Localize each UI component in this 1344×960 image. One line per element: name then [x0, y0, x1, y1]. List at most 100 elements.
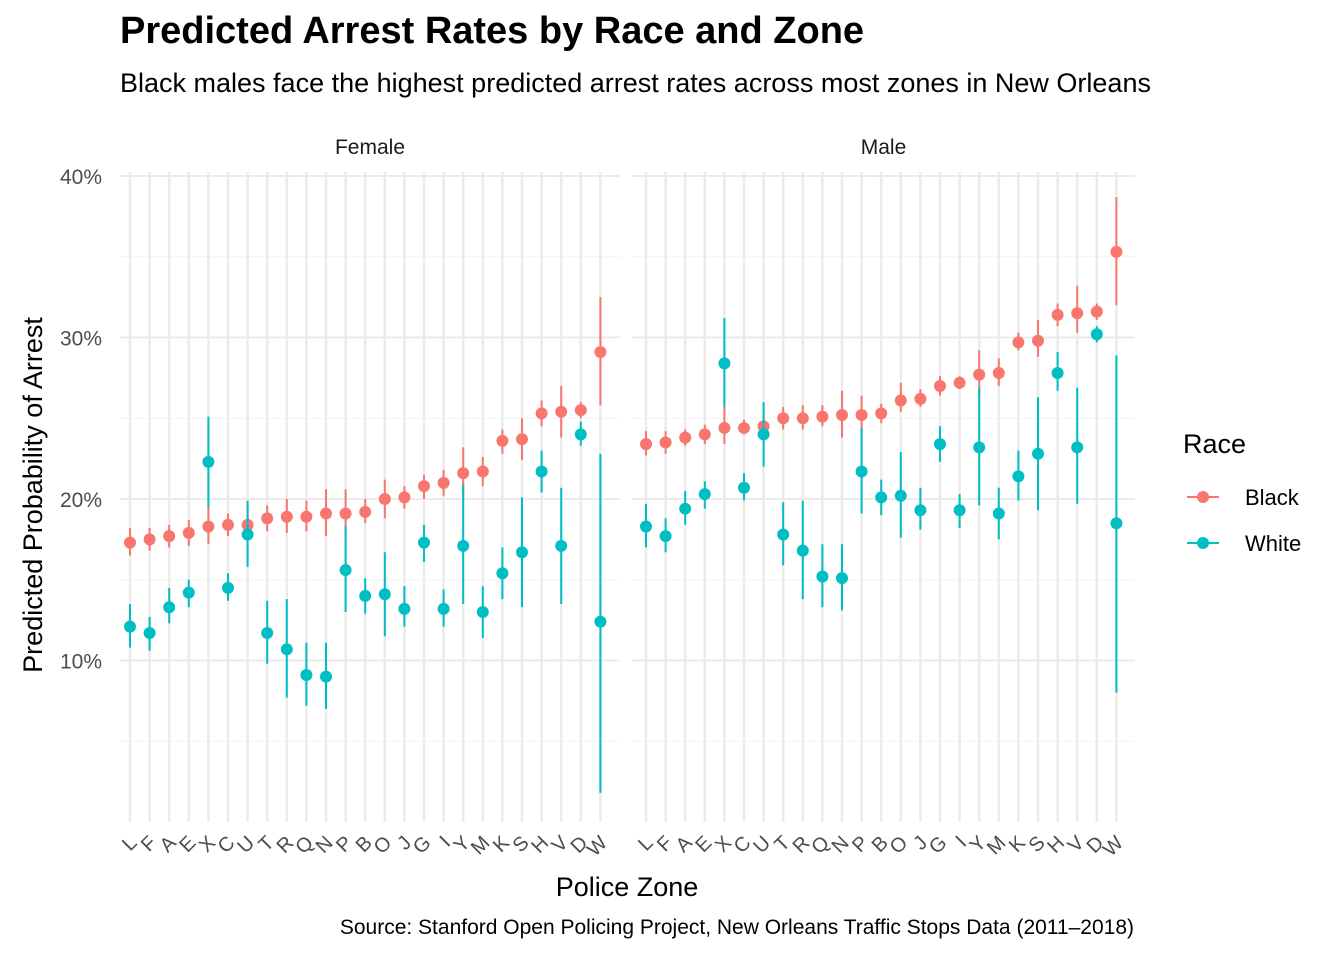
x-tick-label: U: [233, 832, 259, 858]
x-tick-label: O: [886, 832, 913, 859]
data-point: [640, 520, 652, 533]
data-point: [894, 394, 907, 407]
data-point: [1110, 245, 1123, 258]
data-point: [163, 530, 176, 543]
data-point: [202, 520, 215, 533]
x-tick-label: N: [312, 832, 338, 858]
series-white-female: [124, 416, 607, 793]
x-tick-label: P: [332, 832, 357, 857]
y-axis-ticks: 10% 20% 30% 40%: [60, 166, 102, 674]
data-point: [1110, 517, 1123, 530]
data-point: [143, 533, 156, 546]
y-tick-label: 40%: [60, 166, 102, 189]
data-point: [182, 586, 195, 599]
facet-strip-label: Male: [861, 136, 907, 159]
data-point: [973, 441, 986, 454]
data-point: [875, 491, 888, 504]
data-point: [261, 627, 274, 640]
data-point: [1071, 441, 1084, 454]
x-tick-label: M: [983, 832, 1010, 859]
data-point: [222, 581, 234, 594]
data-point: [1032, 334, 1044, 347]
data-point: [953, 376, 966, 389]
data-point: [1032, 447, 1044, 460]
data-point: [378, 493, 391, 505]
data-point: [679, 502, 692, 515]
data-point: [953, 504, 966, 517]
data-point: [698, 428, 711, 441]
data-point: [738, 481, 750, 494]
data-point: [1051, 367, 1064, 380]
legend-title: Race: [1183, 429, 1246, 459]
data-point: [992, 507, 1005, 520]
legend-entry-black: Black: [1187, 485, 1300, 510]
data-point: [418, 480, 430, 493]
data-point: [320, 670, 332, 683]
data-point: [182, 526, 195, 539]
y-axis-title: Predicted Probability of Arrest: [18, 317, 48, 673]
y-axis-title-group: Predicted Probability of Arrest: [18, 317, 48, 673]
data-point: [816, 570, 829, 583]
legend-key-white-dot: [1197, 537, 1209, 549]
series-black-female: [124, 297, 607, 556]
data-point: [640, 438, 652, 451]
data-point: [934, 438, 946, 451]
data-point: [1090, 305, 1103, 318]
data-point: [202, 455, 215, 468]
data-point: [437, 602, 450, 615]
x-tick-label: E: [691, 832, 716, 857]
x-axis-title: Police Zone: [556, 872, 699, 902]
data-point: [894, 489, 907, 502]
data-point: [143, 627, 156, 640]
data-point: [300, 669, 313, 682]
x-tick-label: G: [925, 832, 952, 859]
data-point: [1090, 328, 1103, 341]
data-point: [163, 601, 176, 614]
chart-subtitle: Black males face the highest predicted a…: [120, 68, 1151, 98]
data-point: [973, 368, 986, 381]
data-point: [222, 518, 234, 531]
legend-label-black: Black: [1245, 485, 1300, 510]
data-point: [124, 536, 136, 549]
x-tick-label: W: [583, 832, 612, 861]
data-point: [698, 488, 711, 501]
data-point: [300, 510, 313, 523]
data-point: [496, 434, 509, 447]
data-point: [280, 510, 293, 523]
data-point: [261, 512, 274, 525]
data-point: [398, 602, 411, 615]
data-point: [574, 404, 587, 417]
data-point: [757, 428, 770, 441]
data-point: [280, 643, 293, 656]
data-point: [934, 379, 946, 392]
data-point: [124, 620, 136, 633]
x-tick-label: N: [828, 832, 854, 858]
data-point: [339, 507, 352, 520]
x-tick-label: P: [848, 832, 873, 857]
data-point: [796, 412, 809, 425]
facet-strip-label: Female: [335, 136, 405, 159]
data-point: [718, 357, 731, 370]
data-point: [359, 505, 372, 518]
legend: Race Black White: [1183, 429, 1301, 556]
data-point: [1012, 336, 1025, 349]
legend-entry-white: White: [1187, 531, 1301, 556]
x-tick-label: H: [1043, 832, 1069, 858]
x-tick-label: L: [118, 832, 141, 855]
data-point: [777, 528, 790, 541]
x-tick-label: U: [749, 832, 775, 858]
data-point: [594, 615, 607, 628]
data-point: [855, 465, 868, 478]
data-point: [359, 589, 372, 602]
data-point: [516, 433, 528, 446]
y-tick-label: 20%: [60, 489, 102, 512]
data-point: [855, 409, 868, 422]
data-point: [476, 465, 489, 478]
x-tick-label: G: [409, 832, 436, 859]
data-point: [679, 431, 692, 444]
y-tick-label: 30%: [60, 328, 102, 351]
